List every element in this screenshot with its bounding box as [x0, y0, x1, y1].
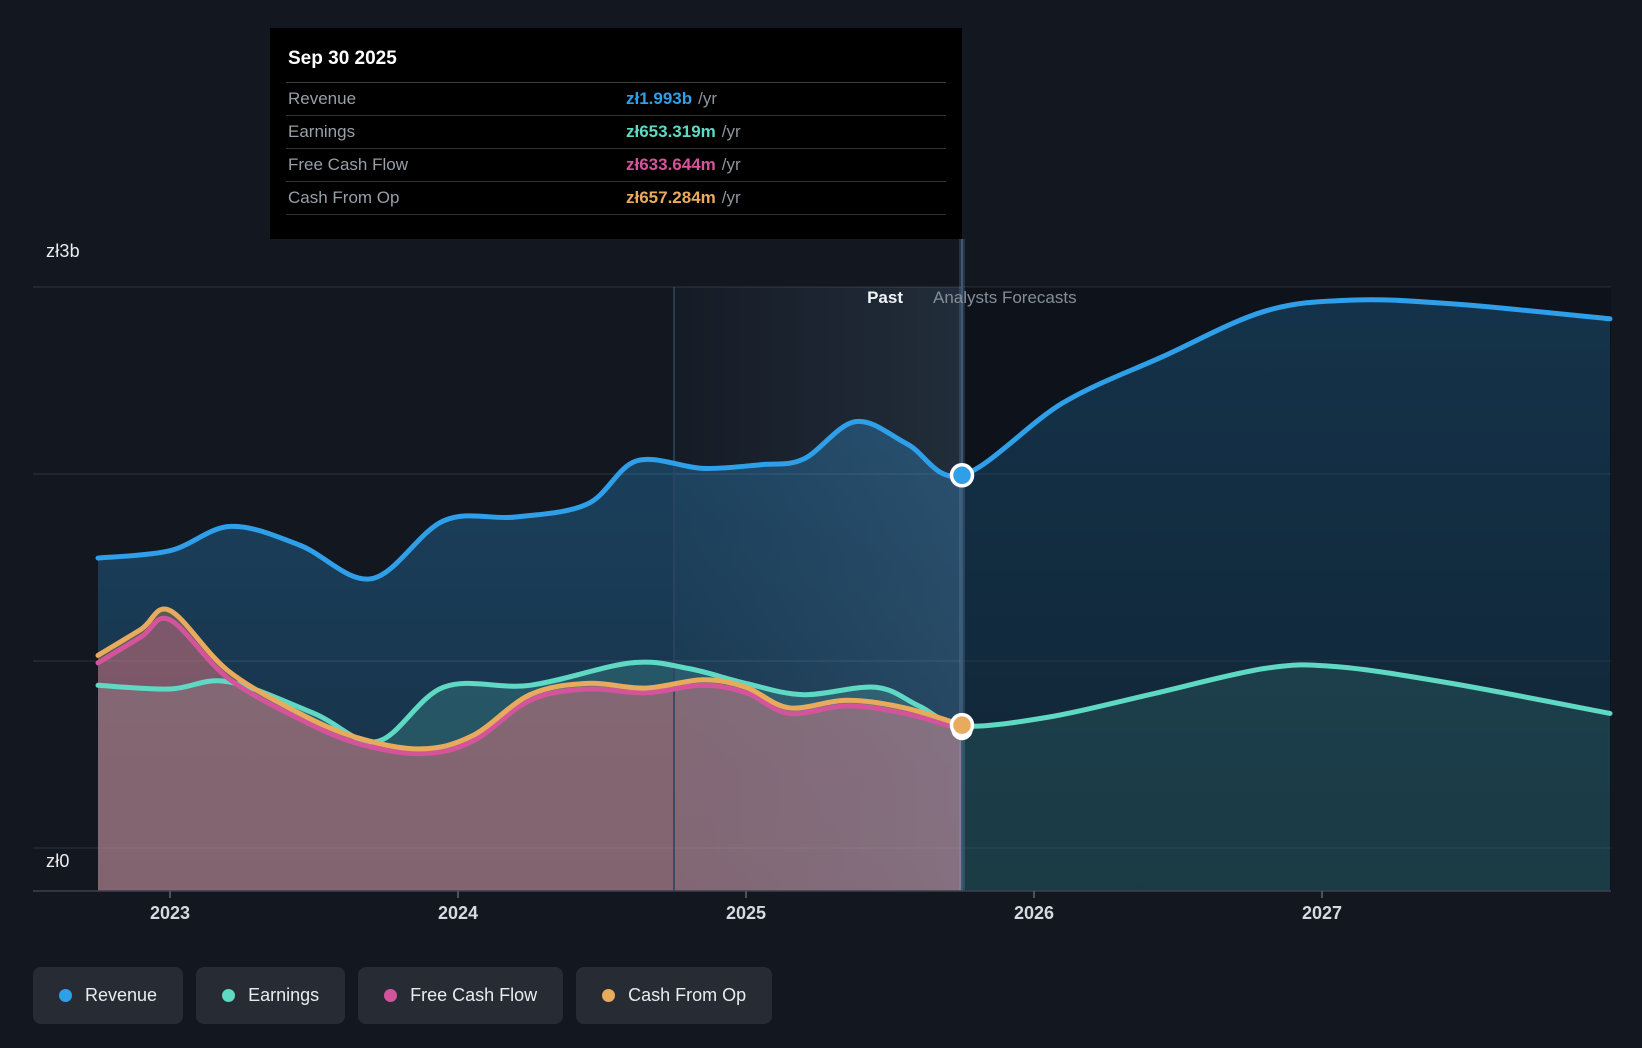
x-axis-label-2024: 2024 — [437, 903, 479, 923]
past-region-label: Past — [867, 288, 903, 307]
legend-item-cash_from_op[interactable]: Cash From Op — [576, 967, 773, 1024]
revenue-marker[interactable] — [949, 463, 975, 488]
legend-item-label: Revenue — [85, 985, 158, 1005]
revenue-legend-dot — [59, 989, 72, 1002]
chart-legend: Revenue Earnings Free Cash Flow Cash From O… — [33, 967, 773, 1024]
y-axis-label-bottom: zł0 — [46, 851, 70, 871]
free_cash_flow-legend-dot — [384, 989, 398, 1002]
x-axis-label-2026: 2026 — [1013, 903, 1055, 923]
tooltip-rows: Revenue zł1.993b/yr Earnings zł653.319m/yr F… — [286, 83, 946, 215]
cash_from_op-line — [95, 606, 965, 752]
tooltip-row-earnings: Earnings zł653.319m/yr — [286, 116, 946, 149]
y-axis-label-top: zł3b — [46, 241, 80, 261]
forecast-region-label: Analysts Forecasts — [933, 288, 1077, 307]
tooltip-row-label: Revenue — [288, 89, 357, 108]
tooltip-row-revenue: Revenue zł1.993b/yr — [286, 83, 946, 116]
hover-year-band — [674, 287, 962, 891]
x-axis-ticks — [169, 891, 1323, 898]
legend-item-free_cash_flow[interactable]: Free Cash Flow — [358, 967, 564, 1024]
cash_from_op-legend-dot — [602, 989, 616, 1002]
earnings-line — [95, 659, 1613, 745]
tooltip-row-unit: /yr — [721, 122, 741, 141]
tooltip-row-unit: /yr — [698, 89, 718, 108]
earnings-legend-dot — [222, 989, 236, 1002]
tooltip-row-label: Earnings — [288, 122, 356, 141]
tooltip-row-value: zł633.644m — [626, 155, 716, 174]
tooltip-row-unit: /yr — [721, 188, 741, 207]
chart-tooltip: Sep 30 2025 Revenue zł1.993b/yr Earnings zł… — [270, 28, 962, 239]
tooltip-date: Sep 30 2025 — [286, 42, 946, 83]
legend-item-label: Cash From Op — [628, 985, 747, 1005]
legend-item-earnings[interactable]: Earnings — [196, 967, 346, 1024]
tooltip-row-label: Cash From Op — [288, 188, 400, 207]
revenue-line — [95, 297, 1613, 582]
tooltip-row-unit: /yr — [721, 155, 741, 174]
x-axis-label-2025: 2025 — [725, 903, 767, 923]
tooltip-row-value: zł653.319m — [626, 122, 716, 141]
tooltip-row-value: zł1.993b — [626, 89, 693, 108]
tooltip-row-label: Free Cash Flow — [288, 155, 408, 174]
free_cash_flow-line — [95, 615, 965, 757]
forecast-region-shade — [962, 287, 1611, 891]
legend-item-revenue[interactable]: Revenue — [33, 967, 184, 1024]
tooltip-row-cash_from_op: Cash From Op zł657.284m/yr — [286, 182, 946, 215]
x-axis-label-2027: 2027 — [1301, 903, 1343, 923]
tooltip-row-value: zł657.284m — [626, 188, 716, 207]
cash_from_op-marker[interactable] — [949, 712, 975, 738]
tooltip-row-free_cash_flow: Free Cash Flow zł633.644m/yr — [286, 149, 946, 182]
x-axis-label-2023: 2023 — [149, 903, 191, 923]
legend-item-label: Earnings — [248, 985, 320, 1005]
legend-item-label: Free Cash Flow — [410, 985, 538, 1005]
